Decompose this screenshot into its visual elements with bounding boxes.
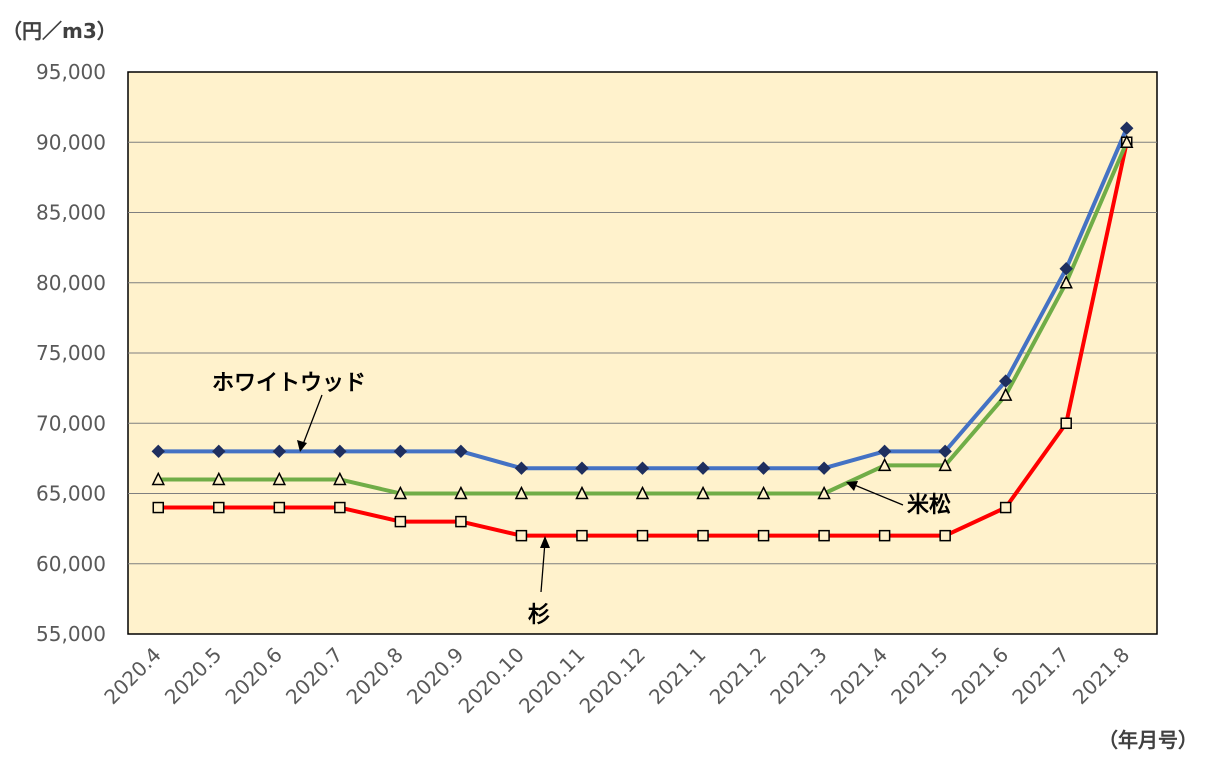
data-point xyxy=(455,515,467,528)
data-point xyxy=(635,461,650,475)
x-tick-label: 2021.3 xyxy=(765,643,831,709)
x-tick-label: 2020.6 xyxy=(220,643,286,709)
x-tick-label: 2021.4 xyxy=(826,643,892,709)
y-axis-unit: （円／m3） xyxy=(2,19,117,43)
data-point xyxy=(575,461,589,475)
x-tick-label: 2021.5 xyxy=(886,643,952,709)
data-point xyxy=(273,501,286,514)
data-point xyxy=(393,444,408,459)
data-point xyxy=(635,485,650,500)
data-point xyxy=(514,485,529,500)
data-point xyxy=(272,471,287,486)
data-point xyxy=(636,529,649,542)
x-tick-label: 2021.1 xyxy=(644,643,710,709)
data-point xyxy=(939,529,951,542)
x-tick-label: 2020.8 xyxy=(341,643,407,709)
x-tick-label: 2020.11 xyxy=(514,643,589,718)
data-point xyxy=(818,529,830,542)
x-tick-label: 2021.6 xyxy=(947,643,1013,709)
y-tick-label: 60,000 xyxy=(36,552,106,576)
x-tick-label: 2020.7 xyxy=(281,643,347,709)
x-tick-label: 2020.4 xyxy=(99,643,165,709)
data-point xyxy=(333,471,347,486)
x-tick-label: 2021.2 xyxy=(705,643,771,709)
callout-arrowhead-whitewood xyxy=(297,440,307,452)
data-point xyxy=(575,485,589,500)
series-label-sugi: 杉 xyxy=(528,602,550,628)
y-tick-label: 90,000 xyxy=(36,130,106,154)
data-point xyxy=(152,501,165,514)
data-point xyxy=(454,485,468,500)
data-point xyxy=(697,529,709,542)
data-point xyxy=(576,529,588,542)
series-label-beimatsu: 米松 xyxy=(907,493,951,518)
data-point xyxy=(393,485,408,500)
y-tick-label: 70,000 xyxy=(36,411,106,435)
data-point xyxy=(817,461,831,475)
y-tick-label: 85,000 xyxy=(36,201,106,225)
data-point xyxy=(1060,417,1072,429)
y-tick-label: 65,000 xyxy=(36,482,106,506)
data-point xyxy=(998,387,1013,401)
x-axis-unit: （年月号） xyxy=(1098,728,1198,752)
y-tick-label: 80,000 xyxy=(36,271,106,295)
data-point xyxy=(756,461,771,475)
x-tick-label: 2020.5 xyxy=(160,643,226,709)
data-point xyxy=(394,515,407,528)
data-point xyxy=(212,471,226,486)
data-point xyxy=(514,461,529,475)
data-point xyxy=(999,501,1012,514)
data-point xyxy=(454,444,468,459)
data-point xyxy=(998,374,1013,388)
data-point xyxy=(877,444,892,459)
data-point xyxy=(515,529,528,542)
data-point xyxy=(696,485,710,500)
x-axis-ticks: 2020.42020.52020.62020.72020.82020.92020… xyxy=(99,643,1134,718)
x-tick-label: 2020.12 xyxy=(575,643,650,718)
x-tick-label: 2021.8 xyxy=(1068,643,1134,709)
y-tick-label: 55,000 xyxy=(36,622,106,646)
x-tick-label: 2021.7 xyxy=(1007,643,1073,709)
data-point xyxy=(333,444,347,459)
y-tick-label: 95,000 xyxy=(36,60,106,84)
callout-arrow-sugi xyxy=(540,541,546,593)
callout-arrow-whitewood xyxy=(301,394,323,448)
data-point xyxy=(272,444,287,459)
y-tick-label: 75,000 xyxy=(36,341,106,365)
callout-arrow-beimatsu xyxy=(851,483,904,506)
x-tick-label: 2020.10 xyxy=(454,643,529,718)
data-point xyxy=(756,485,771,500)
data-point xyxy=(938,457,952,472)
data-point xyxy=(151,471,165,486)
data-point xyxy=(1120,134,1134,148)
data-point xyxy=(213,501,225,514)
series-markers xyxy=(151,121,1134,542)
data-point xyxy=(1059,261,1073,276)
data-point xyxy=(877,457,892,472)
data-point xyxy=(1059,275,1073,289)
data-point xyxy=(757,529,770,542)
callout-arrowhead-sugi xyxy=(540,536,550,548)
y-axis-ticks: 95,000 90,000 85,000 80,000 75,000 70,000 65,0… xyxy=(36,60,106,646)
data-point xyxy=(878,529,891,542)
data-point xyxy=(334,501,346,514)
callout-arrowhead-beimatsu xyxy=(846,481,858,491)
data-point xyxy=(938,444,952,459)
data-point xyxy=(1120,121,1134,135)
data-point xyxy=(817,485,831,500)
series-label-whitewood: ホワイトウッド xyxy=(212,371,366,396)
data-point xyxy=(212,444,226,459)
data-point xyxy=(696,461,710,475)
data-point xyxy=(151,444,165,459)
